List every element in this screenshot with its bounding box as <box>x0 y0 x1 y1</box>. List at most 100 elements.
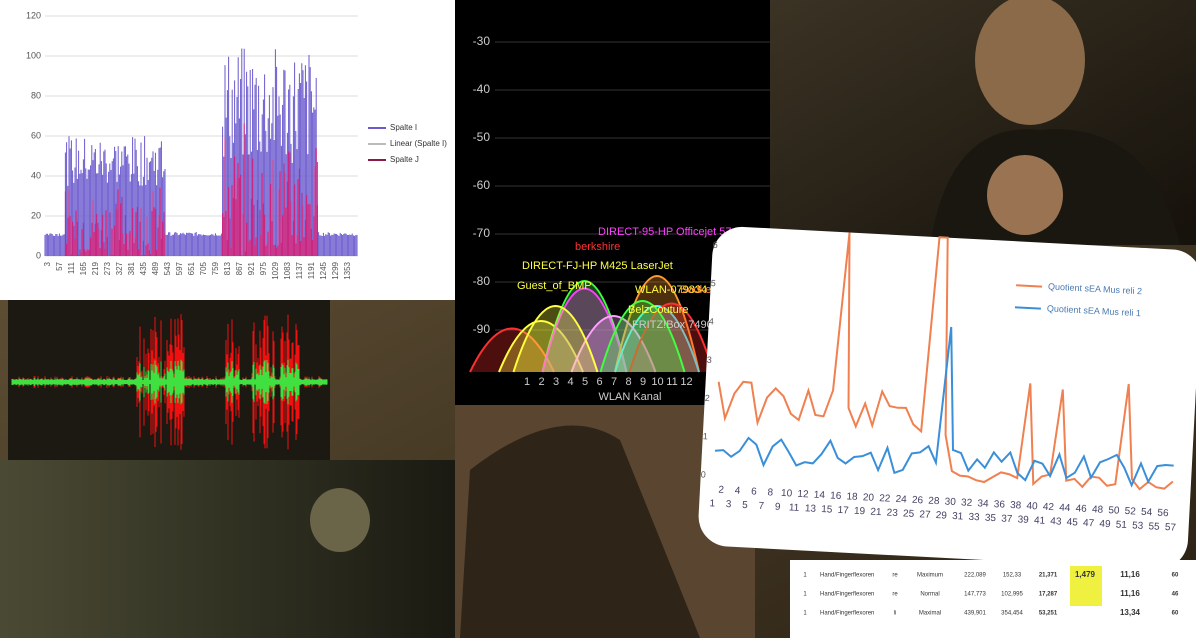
y-tick-label: 0 <box>36 250 41 260</box>
x-tick-label: 46 <box>1075 503 1087 515</box>
legend-swatch <box>1016 285 1042 286</box>
x-tick-label: 57 <box>1165 522 1177 534</box>
x-tick-label: 52 <box>1124 506 1136 518</box>
x-tick-label: 32 <box>961 497 973 509</box>
collage: 0204060801001203571111652192733273814354… <box>0 0 1196 638</box>
x-tick-label: 759 <box>211 261 220 275</box>
network-label: BelzCouture <box>628 304 689 316</box>
person <box>310 488 370 552</box>
x-tick-label: 17 <box>837 505 849 517</box>
x-tick-label: 50 <box>1108 505 1120 517</box>
x-tick-label: 219 <box>91 261 100 275</box>
x-tick-label: 1029 <box>271 261 280 279</box>
x-tick-label: 10 <box>651 376 663 388</box>
x-tick-label: 42 <box>1043 502 1055 514</box>
x-tick-label: 53 <box>1132 520 1144 532</box>
x-tick-label: 44 <box>1059 503 1071 515</box>
table-cell: 13,34 <box>1120 608 1141 617</box>
y-tick-label: -30 <box>473 34 491 48</box>
x-tick-label: 18 <box>846 491 858 503</box>
x-tick-label: 21 <box>870 507 882 519</box>
table-cell: 21,371 <box>1039 573 1058 579</box>
y-tick-label: 4 <box>709 316 715 326</box>
x-tick-label: 651 <box>187 261 196 275</box>
x-tick-label: 30 <box>944 497 956 509</box>
table-cell: 53,251 <box>1039 611 1058 617</box>
x-tick-label: 28 <box>928 496 940 508</box>
x-tick-label: 45 <box>1066 517 1078 529</box>
x-tick-label: 37 <box>1001 513 1013 525</box>
x-tick-label: 51 <box>1115 519 1127 531</box>
network-label: FRITZ!Box 7490 <box>632 319 713 331</box>
y-tick-label: 2 <box>704 393 710 403</box>
photo-lab <box>0 460 455 638</box>
x-tick-label: 4 <box>734 486 741 497</box>
x-tick-label: 9 <box>640 376 646 388</box>
y-tick-label: -70 <box>473 226 491 240</box>
x-tick-label: 11 <box>789 502 800 514</box>
y-tick-label: 0 <box>700 469 706 479</box>
x-tick-label: 11 <box>666 376 677 388</box>
table-cell: Normal <box>920 592 939 598</box>
table-cell: Hand/Fingerflexoren <box>820 611 874 617</box>
table-cell: 152,33 <box>1003 573 1022 579</box>
y-tick-label: 3 <box>707 355 713 365</box>
table-cell: 222,089 <box>964 573 986 579</box>
x-tick-label: 41 <box>1034 515 1046 527</box>
x-tick-label: 2 <box>538 376 544 388</box>
x-tick-label: 57 <box>55 261 64 270</box>
x-tick-label: 3 <box>43 261 52 266</box>
x-tick-label: 1083 <box>283 261 292 279</box>
table-cell: 147,773 <box>964 592 986 598</box>
x-tick-label: 43 <box>1050 516 1062 528</box>
x-tick-label: 31 <box>952 511 964 523</box>
legend-label: Linear (Spalte I) <box>390 139 447 148</box>
x-tick-label: 40 <box>1026 501 1038 513</box>
x-tick-label: 39 <box>1017 514 1029 526</box>
x-tick-label: 327 <box>115 261 124 275</box>
y-tick-label: 100 <box>26 50 41 60</box>
x-tick-label: 49 <box>1099 519 1111 531</box>
y-tick-label: 80 <box>31 90 41 100</box>
x-tick-label: 29 <box>935 510 947 522</box>
x-tick-label: 381 <box>127 261 136 275</box>
table-cell: 46 <box>1172 592 1179 598</box>
y-tick-label: 40 <box>31 170 41 180</box>
x-tick-label: 7 <box>758 501 765 512</box>
x-tick-label: 867 <box>235 261 244 275</box>
x-tick-label: 1353 <box>343 261 352 279</box>
x-tick-label: 34 <box>977 498 989 510</box>
x-tick-label: 27 <box>919 509 931 521</box>
x-tick-label: 13 <box>805 503 817 515</box>
x-tick-label: 19 <box>854 506 866 518</box>
network-label: Guest_of_BMP <box>517 280 592 292</box>
x-tick-label: 7 <box>611 376 617 388</box>
y-tick-label: 5 <box>711 278 717 288</box>
table-cell: Hand/Fingerflexoren <box>820 592 874 598</box>
x-tick-label: 33 <box>968 512 980 524</box>
x-tick-label: 6 <box>596 376 602 388</box>
face <box>987 155 1063 235</box>
legend-label: Spalte I <box>390 123 417 132</box>
table-cell: 17,287 <box>1039 592 1058 598</box>
x-tick-label: 22 <box>879 493 891 505</box>
x-tick-label: 10 <box>781 488 793 500</box>
x-tick-label: 20 <box>863 492 875 504</box>
x-tick-label: 1137 <box>295 261 304 279</box>
x-tick-label: 3 <box>726 499 733 510</box>
x-tick-label: 975 <box>259 261 268 275</box>
network-label: DIRECT-FJ-HP M425 LaserJet <box>522 260 673 272</box>
x-tick-label: 24 <box>895 494 907 506</box>
network-label: berkshire <box>575 241 620 253</box>
x-tick-label: 273 <box>103 261 112 275</box>
y-tick-label: 120 <box>26 10 41 20</box>
x-tick-label: 4 <box>567 376 573 388</box>
table-cell: Hand/Fingerflexoren <box>820 573 874 579</box>
x-tick-label: 35 <box>985 513 997 525</box>
y-tick-label: -40 <box>473 82 491 96</box>
table-cell: Maximal <box>919 611 941 617</box>
table-cell: re <box>892 592 898 598</box>
table-cell: 439,901 <box>964 611 986 617</box>
table-cell: 354,454 <box>1001 611 1023 617</box>
table-cell: 60 <box>1172 573 1179 579</box>
